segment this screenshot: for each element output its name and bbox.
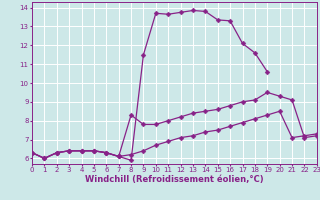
X-axis label: Windchill (Refroidissement éolien,°C): Windchill (Refroidissement éolien,°C) bbox=[85, 175, 264, 184]
